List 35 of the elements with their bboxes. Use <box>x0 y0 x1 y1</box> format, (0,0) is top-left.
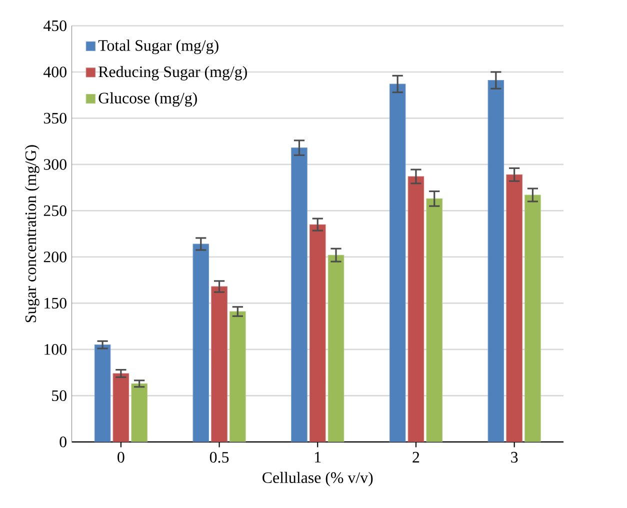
bar <box>309 224 326 442</box>
x-tick-label: 0 <box>118 452 124 463</box>
bar <box>506 174 522 442</box>
bar <box>291 148 308 442</box>
y-tick-label: 100 <box>44 344 66 355</box>
x-tick-label: 1 <box>315 452 321 462</box>
x-tick-label: 3 <box>511 452 518 463</box>
bar <box>408 176 424 442</box>
bar <box>131 383 148 442</box>
y-axis-title: Sugar concentration (mg/G) <box>24 145 40 322</box>
y-tick-label: 50 <box>52 390 66 402</box>
legend-label: Total Sugar (mg/g) <box>98 40 218 54</box>
y-tick-label: 0 <box>60 436 66 448</box>
bar <box>230 311 246 442</box>
x-tick-label: 0.5 <box>210 452 229 463</box>
x-tick-label: 2 <box>412 452 420 462</box>
bar <box>488 80 504 442</box>
y-tick-label: 450 <box>43 20 66 32</box>
bar <box>192 244 210 442</box>
bar <box>328 254 344 442</box>
bar <box>524 194 541 442</box>
y-tick-label: 150 <box>44 298 66 309</box>
bar <box>112 373 130 442</box>
bar <box>389 84 406 442</box>
x-axis-title: Cellulase (% v/v) <box>262 472 373 486</box>
y-tick-label: 250 <box>44 205 66 216</box>
legend-label: Reducing Sugar (mg/g) <box>98 66 247 80</box>
y-tick-label: 350 <box>44 112 66 124</box>
bar <box>94 344 111 442</box>
y-tick-label: 300 <box>44 159 66 170</box>
y-tick-label: 400 <box>43 66 66 78</box>
y-tick-label: 200 <box>44 252 66 262</box>
legend-label: Glucose (mg/g) <box>98 92 197 107</box>
bar <box>211 286 228 442</box>
bar <box>426 198 442 442</box>
